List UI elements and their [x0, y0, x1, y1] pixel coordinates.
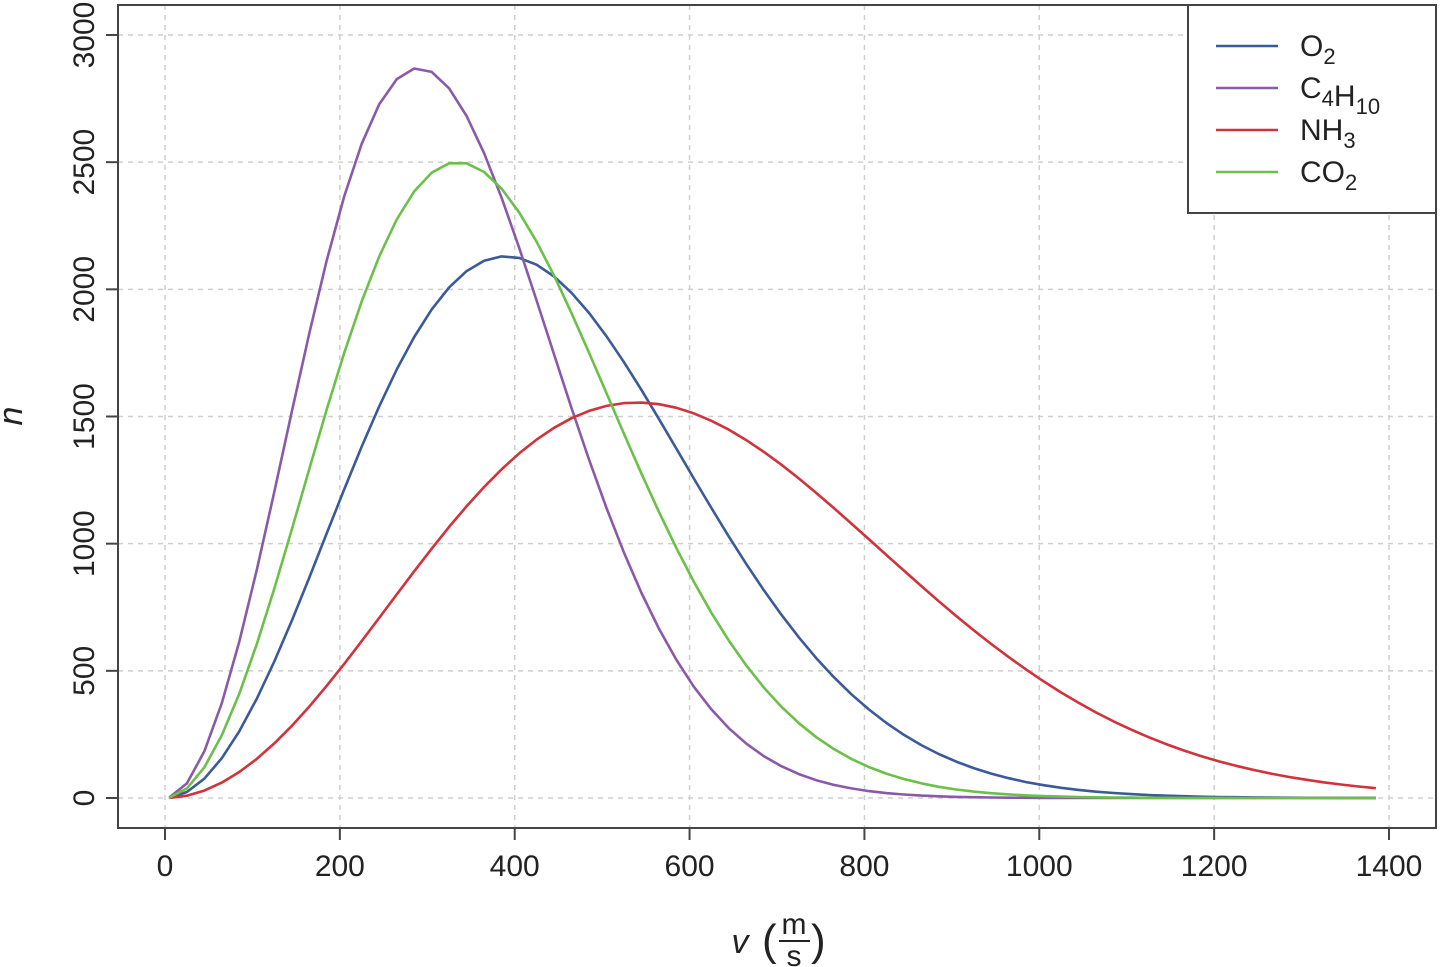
y-tick-label: 500 — [68, 646, 101, 696]
series-line-NH3 — [169, 401, 1377, 800]
x-axis-title: v ( m s ) — [732, 908, 826, 967]
legend-label-NH3: NH3 — [1300, 114, 1356, 153]
y-tick-label: 3000 — [68, 2, 101, 69]
y-tick-label: 1500 — [68, 383, 101, 450]
x-tick-label: 1200 — [1181, 850, 1248, 883]
legend-label-CO2: CO2 — [1300, 156, 1357, 195]
legend-label-C4H10: C4H10 — [1300, 72, 1380, 119]
legend-box — [1187, 4, 1437, 214]
x-axis-paren-left: ( — [762, 916, 777, 965]
x-axis: 0 200 400 600 800 1000 1200 1400 — [157, 828, 1423, 883]
x-tick-label: 800 — [839, 850, 889, 883]
x-axis-unit-denominator: s — [787, 940, 802, 967]
x-tick-label: 600 — [665, 850, 715, 883]
legend-label-O2: O2 — [1300, 30, 1336, 69]
x-tick-label: 400 — [490, 850, 540, 883]
y-tick-label: 1000 — [68, 510, 101, 577]
y-tick-label: 2000 — [68, 256, 101, 323]
series-lines — [168, 67, 1377, 800]
x-tick-label: 200 — [315, 850, 365, 883]
x-axis-label: v — [732, 923, 751, 961]
x-axis-unit-numerator: m — [782, 908, 807, 941]
x-tick-label: 1000 — [1006, 850, 1073, 883]
series-line-O2 — [168, 255, 1376, 800]
y-axis: 0 500 1000 1500 2000 2500 3000 — [68, 2, 118, 807]
y-axis-label: n — [0, 407, 30, 426]
x-axis-paren-right: ) — [811, 916, 826, 965]
series-line-CO2 — [168, 162, 1376, 800]
y-tick-label: 2500 — [68, 129, 101, 196]
y-tick-label: 0 — [68, 790, 101, 807]
x-tick-label: 0 — [157, 850, 174, 883]
x-tick-label: 1400 — [1356, 850, 1423, 883]
grid — [118, 5, 1436, 828]
